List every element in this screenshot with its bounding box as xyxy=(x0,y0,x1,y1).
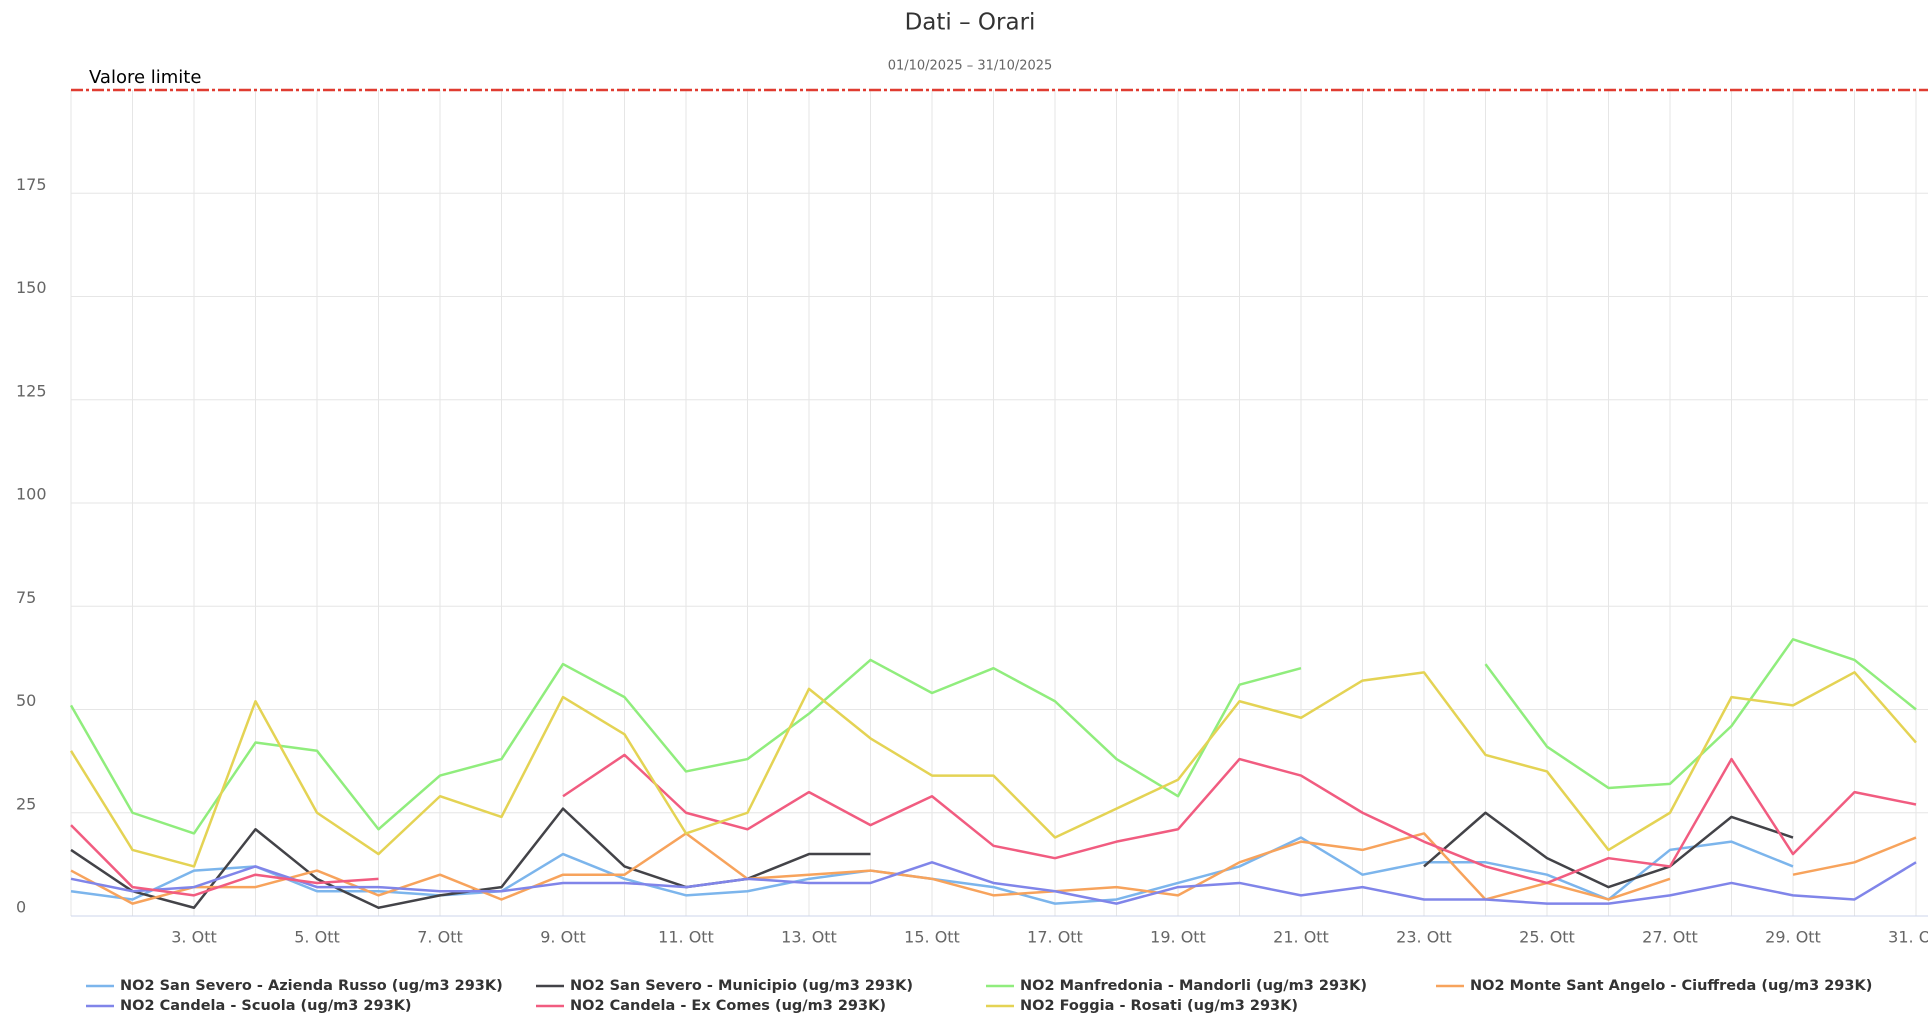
x-tick-label: 25. Ott xyxy=(1519,928,1575,947)
legend-label: NO2 San Severo - Azienda Russo (ug/m3 29… xyxy=(120,978,503,994)
y-tick-label: 100 xyxy=(16,485,47,504)
y-tick-label: 75 xyxy=(16,588,36,607)
legend-label: NO2 Monte Sant Angelo - Ciuffreda (ug/m3… xyxy=(1470,978,1872,994)
limit-label: Valore limite xyxy=(89,67,201,88)
x-tick-label: 27. Ott xyxy=(1642,928,1698,947)
x-tick-label: 7. Ott xyxy=(417,928,463,947)
x-tick-label: 17. Ott xyxy=(1027,928,1083,947)
x-tick-label: 29. Ott xyxy=(1765,928,1821,947)
x-tick-label: 5. Ott xyxy=(294,928,340,947)
x-tick-label: 19. Ott xyxy=(1150,928,1206,947)
x-tick-label: 31. Ott xyxy=(1888,928,1928,947)
y-tick-label: 50 xyxy=(16,691,36,710)
series-line xyxy=(69,671,1917,868)
x-tick-label: 9. Ott xyxy=(540,928,586,947)
x-tick-label: 23. Ott xyxy=(1396,928,1452,947)
x-tick-label: 11. Ott xyxy=(658,928,714,947)
y-tick-label: 0 xyxy=(16,898,26,917)
chart-title: Dati – Orari xyxy=(905,10,1036,36)
legend-label: NO2 Foggia - Rosati (ug/m3 293K) xyxy=(1020,998,1298,1014)
legend-label: NO2 San Severo - Municipio (ug/m3 293K) xyxy=(570,978,913,994)
y-tick-label: 150 xyxy=(16,278,47,297)
x-tick-label: 3. Ott xyxy=(171,928,217,947)
series-line xyxy=(70,832,1917,905)
x-tick-label: 15. Ott xyxy=(904,928,960,947)
x-tick-label: 13. Ott xyxy=(781,928,837,947)
legend-label: NO2 Candela - Scuola (ug/m3 293K) xyxy=(120,998,412,1014)
chart-subtitle: 01/10/2025 – 31/10/2025 xyxy=(888,59,1053,74)
series-line xyxy=(70,753,1917,897)
y-tick-label: 125 xyxy=(16,381,47,400)
y-tick-label: 175 xyxy=(16,175,47,194)
y-tick-label: 25 xyxy=(16,794,36,813)
legend-label: NO2 Candela - Ex Comes (ug/m3 293K) xyxy=(570,998,886,1014)
series-line xyxy=(70,861,1917,905)
legend-label: NO2 Manfredonia - Mandorli (ug/m3 293K) xyxy=(1020,978,1367,994)
x-tick-label: 21. Ott xyxy=(1273,928,1329,947)
